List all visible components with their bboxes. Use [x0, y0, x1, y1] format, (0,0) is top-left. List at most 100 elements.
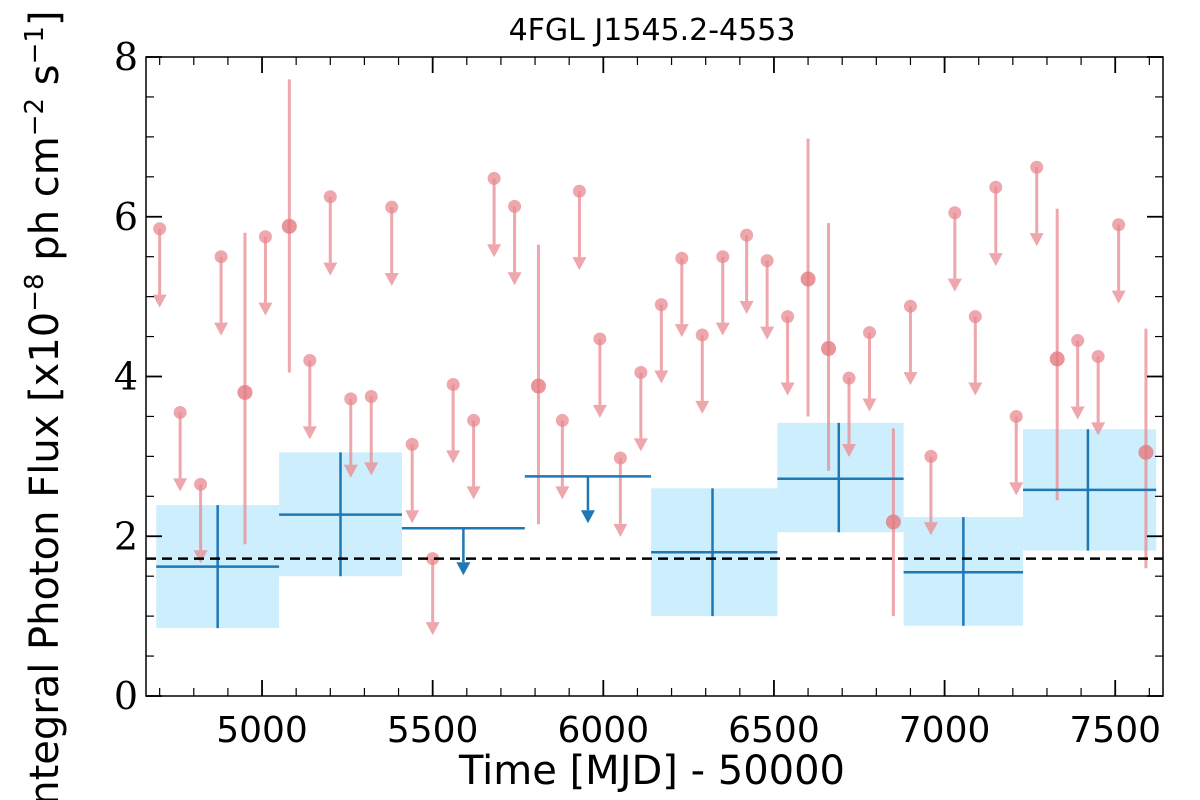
short-upper-limit-arrow-39 — [1111, 290, 1126, 304]
x-tick-label-2: 6000 — [557, 710, 649, 751]
short-upper-limit-arrow-9 — [384, 273, 399, 287]
x-tick-label-3: 6500 — [728, 710, 820, 751]
short-upper-limit-point-8 — [364, 389, 378, 403]
short-upper-limit-arrow-19 — [613, 523, 628, 537]
short-upper-limit-point-15 — [508, 199, 522, 213]
short-upper-limit-arrow-15 — [507, 272, 522, 286]
short-upper-limit-point-1 — [173, 405, 187, 419]
y-label-mid2: s — [22, 64, 68, 98]
short-upper-limit-arrow-35 — [1009, 482, 1024, 496]
short-upper-limit-point-32 — [948, 206, 962, 220]
short-upper-limit-arrow-32 — [947, 278, 962, 292]
short-upper-limit-point-10 — [405, 437, 419, 451]
short-upper-limit-arrow-10 — [405, 510, 420, 524]
y-label-mid: ph cm — [22, 136, 68, 273]
short-upper-limit-arrow-24 — [715, 322, 730, 336]
y-label-prefix: Integral Photon Flux [x10 — [22, 312, 68, 800]
short-upper-limit-point-31 — [924, 449, 938, 463]
long-bin-ul-arrow-1 — [580, 510, 595, 524]
short-upper-limit-arrow-5 — [302, 426, 317, 440]
short-upper-limit-arrow-3 — [214, 322, 229, 336]
short-upper-limit-point-35 — [1009, 409, 1023, 423]
short-upper-limit-arrow-0 — [152, 294, 167, 308]
short-upper-limit-point-26 — [760, 254, 774, 268]
short-detection-point-6 — [1049, 351, 1065, 367]
short-upper-limit-point-34 — [989, 180, 1003, 194]
long-bin-layer — [156, 422, 1157, 629]
y-label-suffix: ] — [22, 10, 68, 26]
x-tick-label-4: 7000 — [899, 710, 991, 751]
long-bin-ul-arrow-0 — [456, 562, 471, 576]
short-upper-limit-point-38 — [1091, 350, 1105, 364]
short-upper-limit-arrow-21 — [654, 370, 669, 384]
short-upper-limit-point-25 — [740, 228, 754, 242]
short-upper-limit-point-6 — [323, 190, 337, 204]
short-upper-limit-arrow-22 — [674, 324, 689, 338]
short-upper-limit-arrow-6 — [323, 262, 338, 276]
y-tick-label-0: 0 — [114, 674, 138, 718]
y-tick-label-4: 8 — [114, 35, 138, 79]
short-upper-limit-point-28 — [842, 371, 856, 385]
y-tick-label-3: 6 — [114, 195, 138, 239]
short-upper-limit-point-36 — [1030, 160, 1044, 174]
short-upper-limit-point-39 — [1112, 218, 1126, 232]
y-label-exp3: −1 — [20, 26, 50, 64]
y-label-exp1: −8 — [20, 273, 50, 311]
long-bin-fill-layer — [156, 422, 1157, 629]
short-detection-point-1 — [281, 218, 297, 234]
short-upper-limit-arrow-17 — [572, 257, 587, 271]
short-upper-limit-arrow-2 — [193, 550, 208, 564]
chart-title: 4FGL J1545.2-4553 — [509, 13, 796, 48]
short-bin-layer — [152, 79, 1154, 636]
short-upper-limit-point-3 — [214, 250, 228, 264]
short-upper-limit-point-27 — [781, 310, 795, 324]
short-upper-limit-arrow-26 — [760, 326, 775, 340]
short-upper-limit-point-14 — [487, 171, 501, 185]
short-upper-limit-arrow-20 — [633, 438, 648, 452]
short-upper-limit-point-17 — [572, 184, 586, 198]
short-detection-point-2 — [530, 378, 546, 394]
short-upper-limit-arrow-27 — [780, 382, 795, 396]
short-upper-limit-point-0 — [153, 222, 167, 236]
short-upper-limit-point-7 — [344, 392, 358, 406]
short-detection-point-7 — [1138, 444, 1154, 460]
short-upper-limit-point-37 — [1071, 334, 1085, 348]
short-upper-limit-arrow-37 — [1070, 406, 1085, 420]
x-tick-label-0: 5000 — [216, 710, 308, 751]
short-upper-limit-arrow-38 — [1091, 422, 1106, 436]
short-upper-limit-arrow-4 — [258, 302, 273, 316]
short-upper-limit-point-33 — [968, 310, 982, 324]
short-upper-limit-point-16 — [555, 413, 569, 427]
short-detection-point-0 — [237, 384, 253, 400]
short-upper-limit-arrow-8 — [364, 462, 379, 476]
short-detection-point-3 — [800, 271, 816, 287]
short-upper-limit-point-2 — [194, 477, 208, 491]
short-upper-limit-point-22 — [675, 251, 689, 265]
short-upper-limit-arrow-29 — [862, 398, 877, 412]
short-upper-limit-point-19 — [613, 451, 627, 465]
short-upper-limit-arrow-1 — [173, 478, 188, 492]
short-upper-limit-point-23 — [695, 328, 709, 342]
plot-axes: 5000 5500 6000 6500 7000 7500 0 2 4 6 8 — [114, 35, 1164, 751]
x-tick-label-1: 5500 — [387, 710, 479, 751]
short-upper-limit-arrow-7 — [343, 464, 358, 478]
x-tick-label-5: 7500 — [1069, 710, 1161, 751]
short-upper-limit-arrow-31 — [923, 522, 938, 536]
short-upper-limit-point-29 — [863, 326, 877, 340]
short-upper-limit-arrow-13 — [466, 486, 481, 500]
x-axis-label: Time [MJD] - 50000 — [458, 748, 845, 794]
short-upper-limit-point-18 — [593, 332, 607, 346]
short-upper-limit-arrow-33 — [968, 382, 983, 396]
short-upper-limit-point-4 — [258, 230, 272, 244]
short-upper-limit-arrow-36 — [1029, 233, 1044, 247]
short-upper-limit-point-24 — [716, 250, 730, 264]
short-upper-limit-arrow-11 — [425, 622, 440, 636]
y-label-exp2: −2 — [20, 98, 50, 136]
short-upper-limit-arrow-30 — [903, 372, 918, 386]
short-upper-limit-arrow-28 — [842, 443, 857, 457]
short-upper-limit-arrow-25 — [739, 301, 754, 315]
short-upper-limit-arrow-34 — [988, 253, 1003, 267]
short-upper-limit-arrow-12 — [446, 450, 461, 464]
short-upper-limit-point-13 — [467, 413, 481, 427]
